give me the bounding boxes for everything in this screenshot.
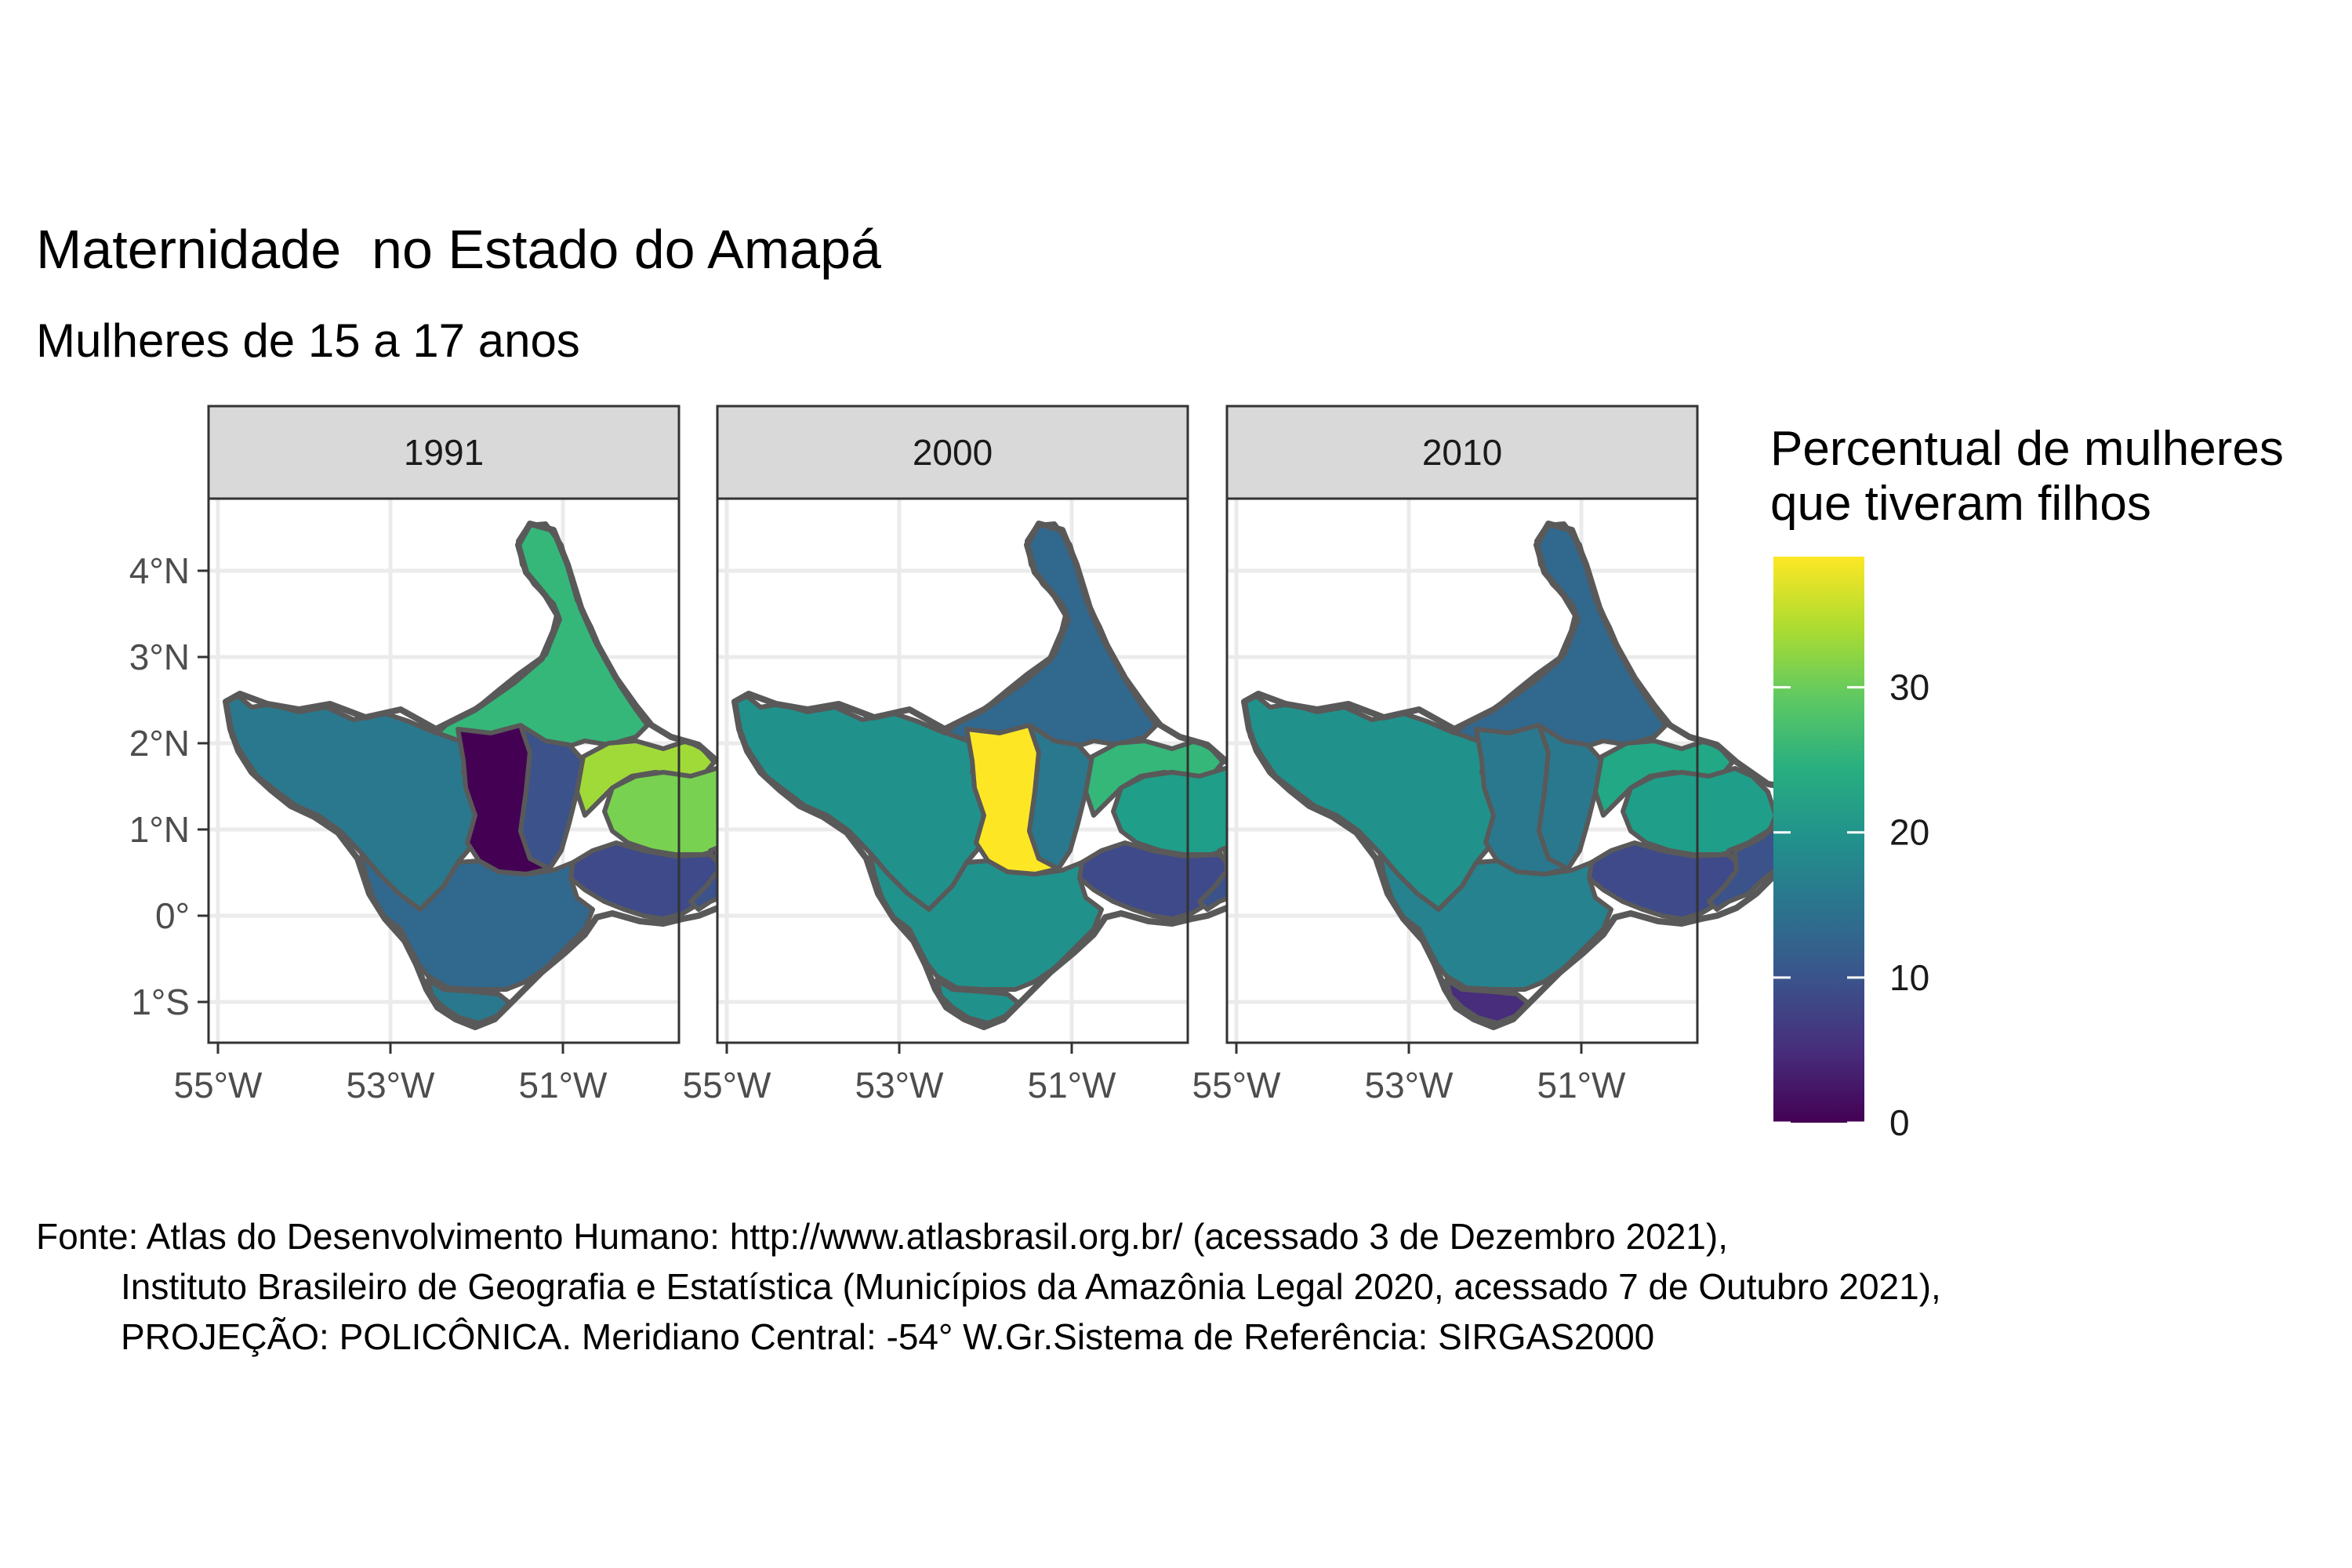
x-tick-label: 51°W — [1537, 1065, 1627, 1105]
y-tick-label: 4°N — [129, 550, 190, 591]
map-panel-2000: 2000 55°W 53°W 51°W — [683, 405, 1301, 1105]
x-tick-label: 51°W — [519, 1065, 608, 1105]
x-tick-label: 53°W — [1365, 1065, 1454, 1105]
facet-strip-label: 2000 — [913, 432, 993, 473]
facet-strip — [1225, 405, 1699, 500]
x-tick-label: 55°W — [683, 1065, 772, 1105]
panel-border — [1225, 497, 1699, 1044]
municipality-central — [518, 723, 586, 871]
amapa-map — [1241, 521, 1810, 1030]
y-axis: 4°N 3°N 2°N 1°N 0° 1°S — [129, 550, 209, 1022]
facet-strip-label: 1991 — [404, 432, 484, 473]
legend-tick-label: 20 — [1889, 812, 1929, 853]
facet-strip-label: 2010 — [1422, 432, 1502, 473]
y-tick-label: 3°N — [129, 637, 190, 677]
legend-title: Percentual de mulheres que tiveram filho… — [1770, 422, 2284, 532]
panel-border — [716, 497, 1189, 1044]
legend-gradient — [1773, 557, 1864, 1123]
municipality-central — [1537, 723, 1604, 871]
map-panel-2010: 2010 55°W 53°W 51°W — [1192, 405, 1810, 1105]
map-panel-1991: 1991 55°W 53°W 51°W — [174, 405, 792, 1105]
legend-title-line-2: que tiveram filhos — [1770, 477, 2151, 531]
chart-title: Maternidade no Estado do Amapá — [36, 219, 881, 280]
caption-line-2: Instituto Brasileiro de Geografia e Esta… — [121, 1266, 1941, 1307]
caption-line-3: PROJEÇÃO: POLICÔNICA. Meridiano Central:… — [121, 1316, 1655, 1357]
y-tick-label: 0° — [155, 895, 190, 936]
chart-subtitle: Mulheres de 15 a 17 anos — [36, 314, 580, 367]
source-caption: Fonte: Atlas do Desenvolvimento Humano: … — [36, 1211, 1941, 1362]
x-tick-label: 55°W — [174, 1065, 263, 1105]
legend-title-line-1: Percentual de mulheres — [1770, 422, 2284, 476]
facet-strip — [207, 405, 681, 500]
x-tick-label: 51°W — [1028, 1065, 1117, 1105]
y-tick-label: 2°N — [129, 723, 190, 764]
caption-line-1: Fonte: Atlas do Desenvolvimento Humano: … — [36, 1216, 1728, 1257]
x-tick-label: 53°W — [855, 1065, 945, 1105]
legend-tick-label: 30 — [1889, 667, 1929, 708]
legend-tick-label: 10 — [1889, 957, 1929, 998]
y-tick-label: 1°N — [129, 809, 190, 850]
municipality-central — [1027, 723, 1094, 871]
y-tick-label: 1°S — [131, 982, 190, 1022]
panel-border — [207, 497, 681, 1044]
x-tick-label: 55°W — [1192, 1065, 1282, 1105]
legend-tick-label: 0 — [1889, 1102, 1910, 1143]
legend-colorbar: 0 10 20 30 — [1773, 557, 1929, 1143]
x-tick-label: 53°W — [347, 1065, 436, 1105]
